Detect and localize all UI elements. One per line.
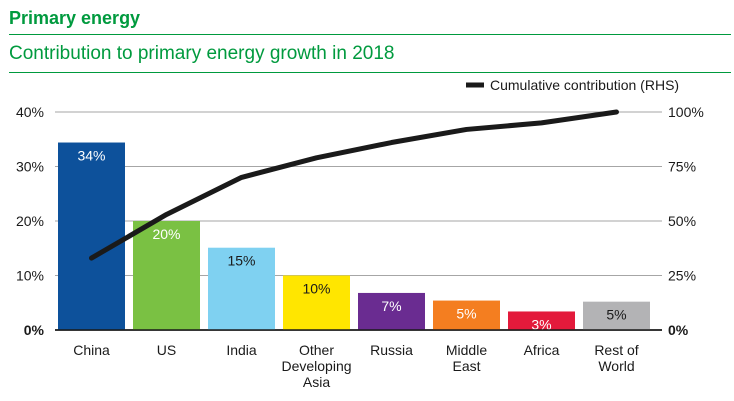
bar (433, 300, 500, 330)
section-title: Primary energy (9, 8, 141, 28)
bar-value-label: 15% (227, 253, 255, 269)
y-left-tick-label: 30% (16, 159, 44, 175)
category-label: Rest of (594, 342, 638, 358)
y-right-tick-label: 50% (668, 213, 696, 229)
bar (208, 247, 275, 330)
y-left-tick-label: 40% (16, 104, 44, 120)
bar-value-label: 7% (381, 298, 401, 314)
cumulative-line (89, 109, 619, 261)
y-right-tick-label: 100% (668, 104, 704, 120)
category-label: World (598, 358, 634, 374)
y-right-tick-label: 0% (668, 322, 689, 338)
category-label: Middle (446, 342, 487, 358)
category-label: East (452, 358, 480, 374)
category-label: Asia (303, 374, 330, 390)
category-label: Other (299, 342, 334, 358)
bar (358, 292, 425, 330)
bar-value-label: 5% (606, 307, 626, 323)
bar-value-label: 3% (531, 316, 551, 332)
category-label: US (157, 342, 176, 358)
bar-value-label: 5% (456, 306, 476, 322)
y-left-tick-label: 0% (24, 322, 45, 338)
bar (583, 301, 650, 330)
bar-value-label: 34% (77, 148, 105, 164)
bar (283, 275, 350, 330)
bar (58, 142, 125, 330)
category-label: Africa (524, 342, 560, 358)
bar (508, 311, 575, 330)
category-label: China (73, 342, 110, 358)
subtitle-divider (9, 72, 731, 73)
bar (133, 221, 200, 330)
y-right-tick-label: 75% (668, 159, 696, 175)
category-label: Developing (281, 358, 351, 374)
category-label: Russia (370, 342, 413, 358)
bar-value-label: 10% (302, 281, 330, 297)
chart-title: Contribution to primary energy growth in… (9, 43, 395, 64)
title-divider (9, 34, 731, 35)
bar-value-label: 20% (152, 226, 180, 242)
y-left-tick-label: 10% (16, 268, 44, 284)
y-right-tick-label: 25% (668, 268, 696, 284)
category-label: India (226, 342, 257, 358)
footnote-fragment (9, 393, 429, 396)
legend-label: Cumulative contribution (RHS) (490, 77, 679, 93)
y-left-tick-label: 20% (16, 213, 44, 229)
